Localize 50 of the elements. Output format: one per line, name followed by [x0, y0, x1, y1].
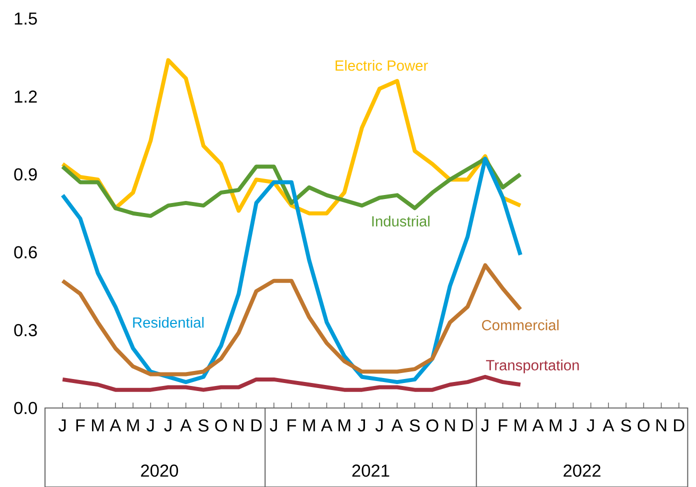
- x-tick-label: S: [198, 419, 208, 432]
- text: 2020: [141, 464, 178, 477]
- x-tick-label: J: [481, 419, 488, 432]
- x-tick-label: N: [445, 419, 455, 432]
- x-tick-label: A: [110, 419, 122, 432]
- x-tick-label: J: [375, 419, 383, 432]
- x-tick-label: N: [656, 419, 666, 432]
- x-tick-label: M: [514, 419, 526, 432]
- x-tick-label: J: [58, 419, 66, 432]
- series-label: Residential: [133, 316, 204, 328]
- y-tick-label: 0.0: [14, 402, 37, 414]
- y-tick-label: 0.9: [14, 168, 37, 181]
- x-tick-label: S: [410, 419, 420, 432]
- x-tick-label: M: [338, 419, 350, 432]
- x-tick-label: F: [288, 419, 296, 432]
- x-tick-label: M: [550, 419, 562, 432]
- x-tick-label: M: [303, 419, 315, 432]
- x-tick-label: J: [569, 419, 576, 432]
- x-tick-label: J: [358, 419, 365, 432]
- series-label: Transportation: [486, 360, 579, 374]
- y-tick-label: 1.2: [14, 90, 37, 103]
- text: 2022: [564, 464, 600, 477]
- series-label: Electric Power: [336, 60, 428, 71]
- x-tick-label: M: [127, 419, 139, 432]
- x-tick-label: A: [320, 419, 332, 432]
- y-tick-label: 1.5: [14, 12, 37, 25]
- x-tick-label: A: [532, 419, 544, 432]
- x-tick-label: D: [462, 419, 474, 432]
- x-tick-label: J: [164, 419, 172, 432]
- x-tick-label: O: [638, 419, 650, 432]
- x-tick-label: N: [234, 419, 244, 432]
- x-tick-label: A: [391, 419, 403, 432]
- x-tick-label: F: [76, 419, 85, 432]
- x-tick-label: S: [621, 419, 632, 432]
- x-tick-label: O: [215, 419, 227, 432]
- x-tick-label: M: [92, 419, 104, 432]
- x-tick-label: J: [270, 419, 277, 432]
- series-label: Industrial: [372, 216, 430, 227]
- x-tick-label: D: [674, 419, 684, 432]
- series-label: Commercial: [482, 320, 559, 330]
- x-tick-label: J: [146, 419, 154, 432]
- x-tick-label: D: [251, 419, 262, 432]
- x-tick-label: F: [498, 419, 508, 432]
- text: 2021: [352, 464, 390, 477]
- y-tick-label: 0.6: [14, 246, 37, 258]
- x-tick-label: A: [180, 419, 192, 432]
- x-tick-label: O: [426, 419, 438, 432]
- x-tick-label: J: [586, 419, 594, 432]
- x-tick-label: A: [602, 419, 614, 432]
- y-tick-label: 0.3: [14, 324, 37, 336]
